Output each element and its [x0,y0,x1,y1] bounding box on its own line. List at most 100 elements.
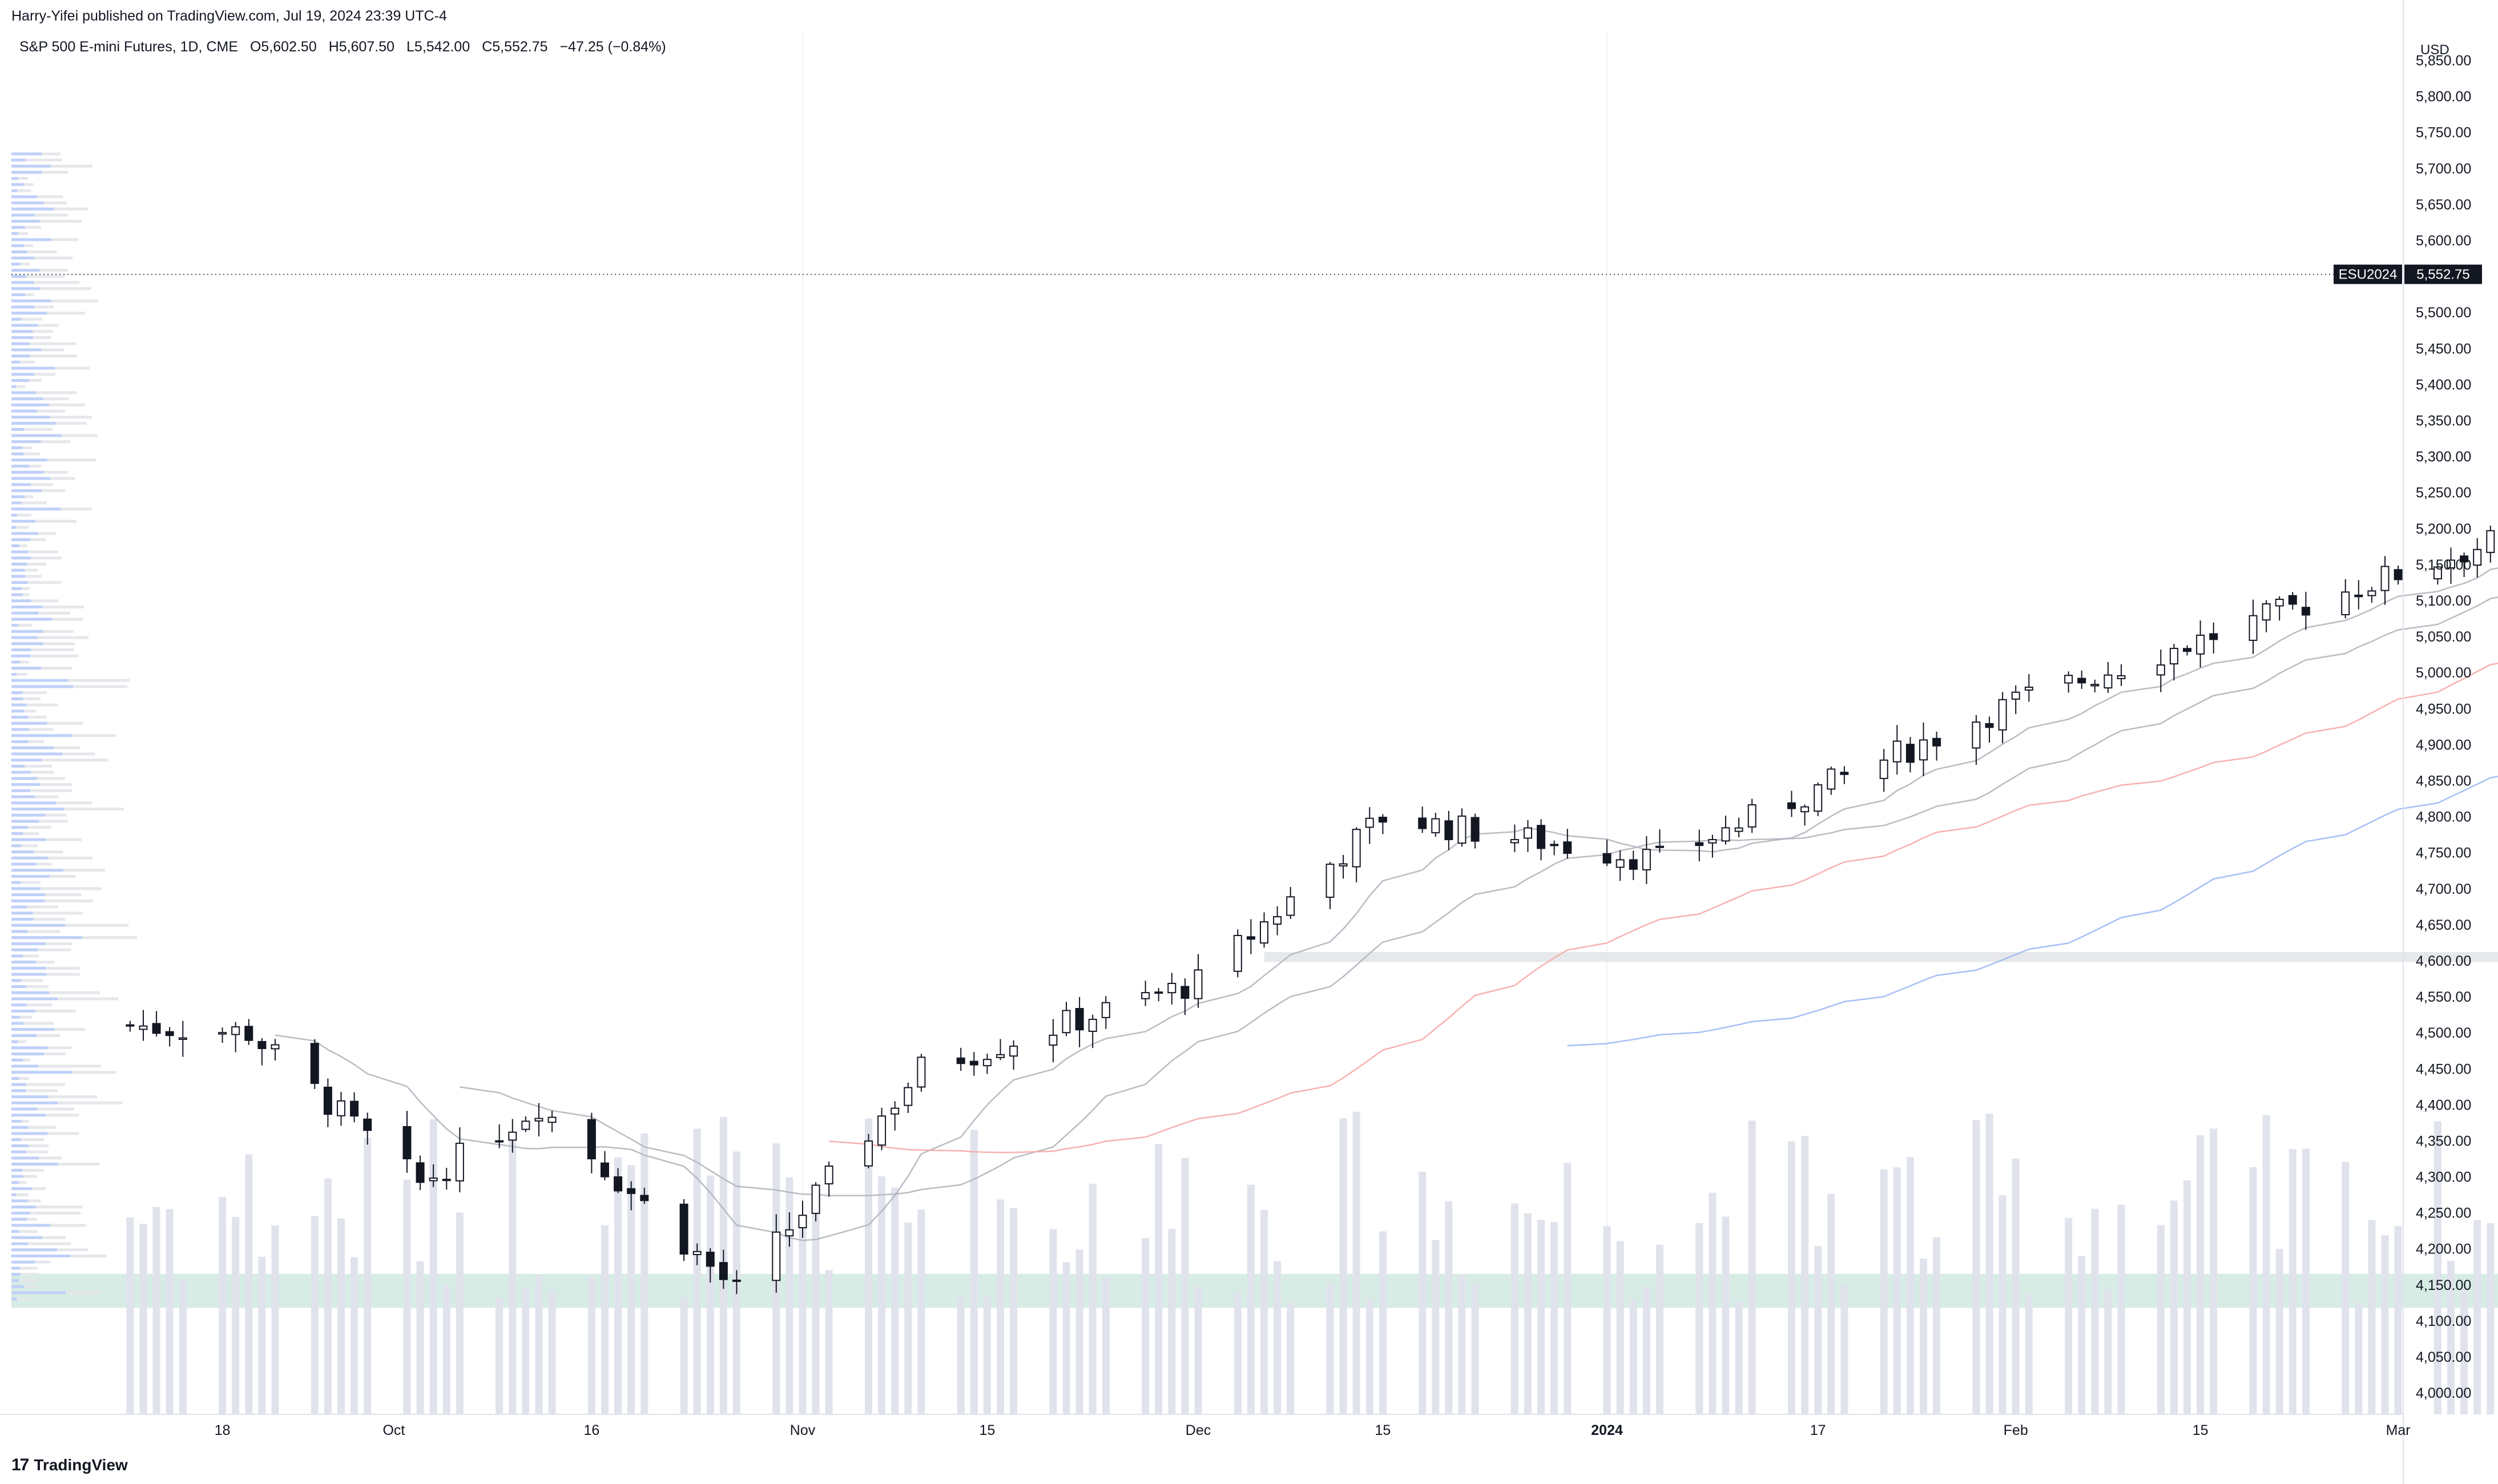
profile-bar-buy [11,893,46,897]
profile-bar-total [11,918,65,921]
profile-bar-buy [11,568,25,572]
profile-bar-buy [11,1058,23,1062]
candle-down [1537,825,1546,849]
volume-bar [1880,1170,1888,1414]
low-value: L5,542.00 [406,39,470,55]
volume-bar [1274,1261,1282,1414]
profile-bar-total [11,164,92,168]
profile-bar-total [11,1083,66,1086]
candle-up [2117,675,2126,679]
profile-bar-buy [11,348,42,352]
candle-up [139,1025,148,1030]
profile-bar-total [11,1138,45,1142]
candle-up [547,1116,557,1123]
profile-bar-total [11,416,92,419]
candle-up [2011,691,2020,700]
last-price-value: 5,552.75 [2416,267,2469,283]
profile-bar-buy [11,477,51,480]
profile-bar-buy [11,385,17,388]
candle-up [534,1118,543,1122]
profile-bar-total [11,728,54,731]
profile-bar-total [11,556,62,560]
profile-bar-total [11,195,63,199]
candle-down [165,1031,174,1037]
volume-bar [1709,1192,1717,1414]
profile-bar-buy [11,366,55,370]
profile-bar-buy [11,593,23,596]
volume-bar [152,1207,160,1414]
y-tick-label: 4,750.00 [2416,845,2471,861]
candle-up [1747,804,1756,828]
volume-bar [245,1154,253,1414]
volume-bar [2117,1204,2125,1414]
y-tick-label: 4,950.00 [2416,701,2471,717]
profile-bar-total [11,777,66,780]
profile-bar-buy [11,679,68,682]
volume-bar [403,1179,411,1414]
profile-bar-buy [11,1187,32,1191]
profile-bar-buy [11,942,46,945]
profile-bar-buy [11,599,31,603]
candle-up [1655,845,1664,848]
profile-bar-buy [11,728,29,731]
candle-up [1194,969,1203,999]
candle-up [1734,827,1743,832]
volume-bar [997,1199,1004,1414]
volume-bar [1893,1167,1901,1414]
sma-mid [460,596,2498,1196]
profile-bar-buy [11,244,24,248]
candle-up [429,1177,438,1181]
candle-up [1972,721,1981,749]
tradingview-brand[interactable]: 17 TradingView [11,1455,128,1475]
volume-bar [522,1287,530,1414]
profile-bar-total [11,189,31,192]
profile-bar-buy [11,924,66,927]
profile-bar-buy [11,538,31,541]
candle-up [1879,759,1888,779]
volume-bar [1287,1302,1295,1414]
profile-bar-total [11,225,41,229]
profile-bar-buy [11,869,64,872]
profile-bar-total [11,1076,29,1080]
profile-bar-buy [11,740,29,743]
volume-bar [970,1130,978,1414]
candle-down [1180,986,1190,999]
profile-bar-total [11,881,41,884]
volume-bar [456,1212,464,1414]
symbol-name[interactable]: S&P 500 E-mini Futures, 1D, CME [19,39,239,55]
candle-down [1075,1008,1084,1031]
candle-down [2394,569,2403,580]
candle-up [1615,859,1625,868]
volume-bar [1801,1136,1809,1414]
brand-name: TradingView [34,1456,128,1474]
profile-bar-buy [11,899,45,902]
candle-up [1642,849,1651,870]
profile-bar-buy [11,373,34,376]
profile-bar-buy [11,660,20,664]
y-tick-label: 5,800.00 [2416,89,2471,105]
candle-down [679,1203,688,1255]
profile-bar-buy [11,685,74,688]
close-value: C5,552.75 [482,39,548,55]
currency-label: USD [2420,42,2449,58]
profile-bar-total [11,514,31,517]
volume-bar [442,1285,450,1414]
candle-up [455,1143,464,1181]
candle-up [337,1100,345,1116]
profile-bar-total [11,759,108,762]
y-tick-label: 5,650.00 [2416,197,2471,213]
volume-bar [1656,1244,1663,1414]
candle-down [1154,991,1163,994]
volume-bar [2473,1220,2481,1414]
profile-bar-buy [11,324,38,327]
volume-bar [2447,1261,2455,1414]
profile-bar-buy [11,458,47,462]
profile-bar-buy [11,446,23,450]
profile-bar-buy [11,1205,36,1209]
candle-up [1167,982,1177,994]
candle-up [692,1251,702,1255]
candle-down [257,1041,267,1050]
profile-bar-buy [11,465,30,468]
candle-up [1286,896,1295,916]
